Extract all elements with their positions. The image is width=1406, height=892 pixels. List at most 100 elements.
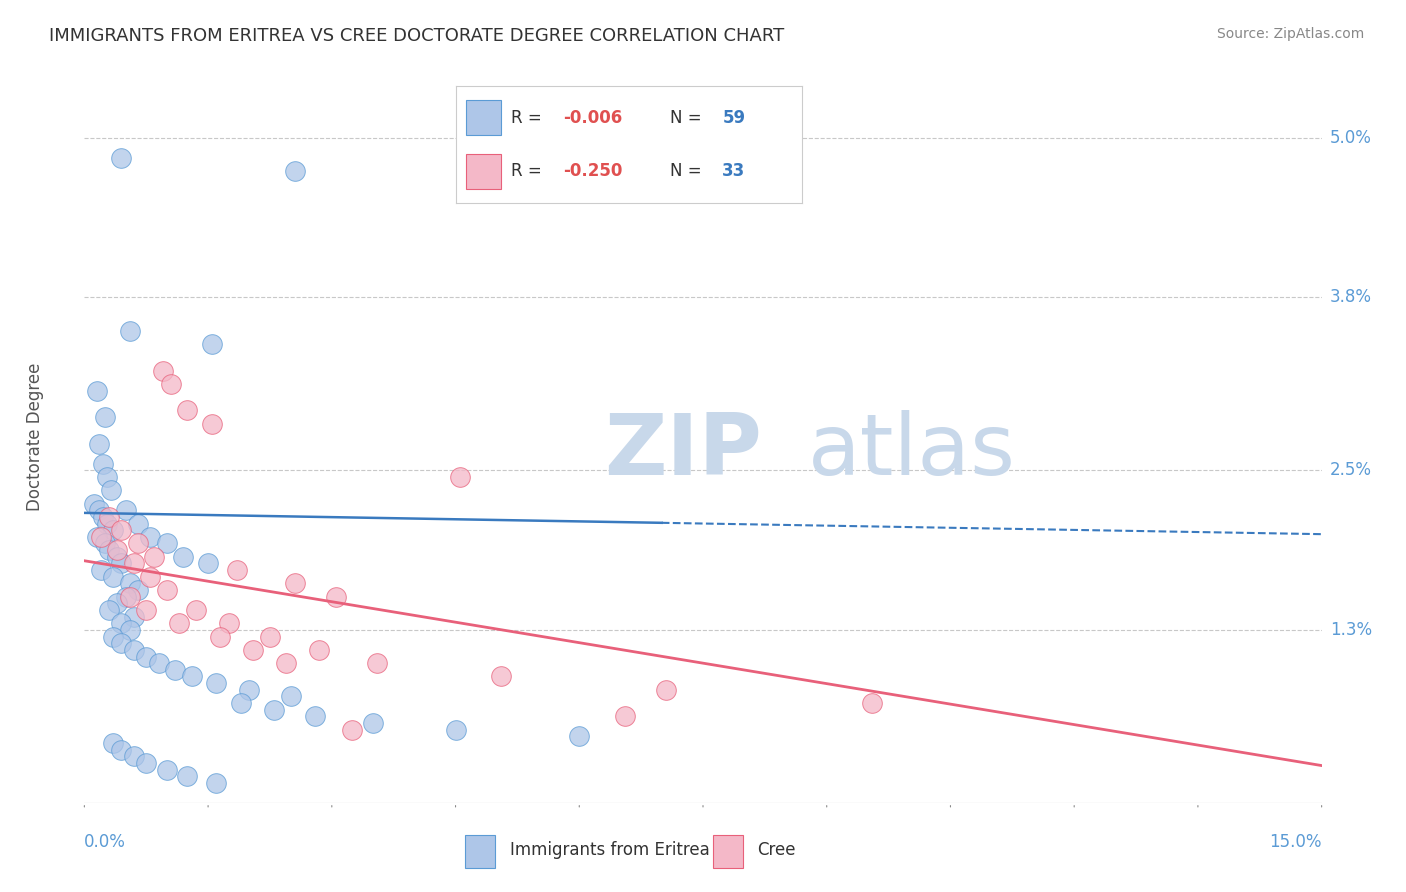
Point [218, 616, 240, 631]
Point [122, 557, 145, 571]
Point [103, 523, 125, 537]
Point [209, 630, 232, 644]
Point [94, 536, 117, 550]
Point [89, 436, 111, 450]
Point [167, 616, 190, 631]
Point [172, 549, 194, 564]
Point [105, 596, 128, 610]
Point [304, 709, 326, 723]
Point [197, 557, 219, 571]
Text: atlas: atlas [808, 410, 1017, 493]
Point [103, 736, 125, 750]
Text: Doctorate Degree: Doctorate Degree [25, 363, 44, 511]
Point [86, 384, 108, 398]
Point [135, 603, 157, 617]
Point [180, 669, 202, 683]
Point [135, 649, 157, 664]
Point [118, 324, 141, 338]
Point [242, 643, 264, 657]
Point [127, 516, 149, 531]
Point [96, 516, 118, 531]
Point [263, 703, 285, 717]
Point [94, 410, 117, 425]
Text: 3.8%: 3.8% [1330, 288, 1372, 307]
Point [176, 403, 198, 417]
Point [103, 570, 125, 584]
Point [118, 623, 141, 637]
Point [90, 563, 112, 577]
Point [160, 376, 183, 391]
Point [148, 656, 170, 670]
Point [325, 590, 347, 604]
Point [135, 756, 157, 770]
Point [284, 576, 307, 591]
Text: Source: ZipAtlas.com: Source: ZipAtlas.com [1216, 27, 1364, 41]
Point [226, 563, 249, 577]
Point [259, 630, 281, 644]
Text: 0.0%: 0.0% [84, 833, 127, 851]
Point [139, 530, 162, 544]
Point [156, 536, 179, 550]
Point [165, 663, 187, 677]
Point [118, 590, 141, 604]
Point [284, 164, 307, 178]
Point [110, 151, 132, 165]
Point [205, 676, 228, 690]
Point [110, 616, 132, 631]
Point [96, 470, 118, 484]
Point [110, 742, 132, 756]
Point [361, 716, 384, 731]
Point [127, 582, 149, 597]
Text: 2.5%: 2.5% [1330, 461, 1372, 479]
Point [201, 417, 224, 431]
Point [98, 509, 121, 524]
Point [114, 503, 136, 517]
Point [105, 549, 128, 564]
Point [122, 643, 145, 657]
Point [613, 709, 636, 723]
Point [152, 363, 174, 377]
Text: 5.0%: 5.0% [1330, 128, 1372, 147]
Point [91, 509, 114, 524]
Point [105, 543, 128, 558]
Point [238, 682, 260, 697]
Point [110, 557, 132, 571]
Point [122, 609, 145, 624]
Point [139, 570, 162, 584]
Point [342, 723, 364, 737]
Point [568, 729, 591, 743]
Point [201, 337, 224, 351]
Point [156, 763, 179, 777]
Point [156, 582, 179, 597]
Point [118, 576, 141, 591]
Point [98, 603, 121, 617]
Text: 15.0%: 15.0% [1270, 833, 1322, 851]
Point [98, 543, 121, 558]
Text: ZIP: ZIP [605, 410, 762, 493]
Point [860, 696, 883, 710]
Point [86, 530, 108, 544]
Point [100, 483, 122, 498]
Point [90, 530, 112, 544]
Point [280, 690, 302, 704]
Point [122, 749, 145, 764]
Point [89, 503, 111, 517]
Point [449, 470, 471, 484]
Point [110, 523, 132, 537]
Point [229, 696, 252, 710]
Point [489, 669, 512, 683]
Point [110, 636, 132, 650]
Point [205, 776, 228, 790]
Point [127, 536, 149, 550]
Point [143, 549, 166, 564]
Point [184, 603, 207, 617]
Point [366, 656, 388, 670]
Point [114, 590, 136, 604]
Text: 1.3%: 1.3% [1330, 621, 1372, 639]
Point [83, 497, 105, 511]
Point [103, 630, 125, 644]
Text: IMMIGRANTS FROM ERITREA VS CREE DOCTORATE DEGREE CORRELATION CHART: IMMIGRANTS FROM ERITREA VS CREE DOCTORAT… [49, 27, 785, 45]
Point [308, 643, 330, 657]
Point [91, 457, 114, 471]
Point [655, 682, 678, 697]
